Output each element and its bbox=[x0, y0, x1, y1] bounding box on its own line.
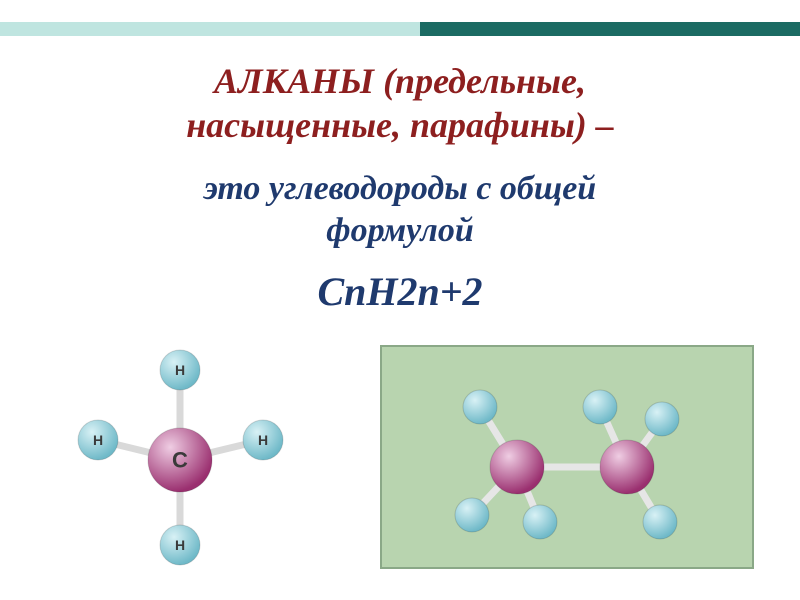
svg-text:H: H bbox=[175, 537, 185, 553]
svg-text:C: C bbox=[172, 448, 188, 473]
methane-diagram: H H H H C bbox=[60, 330, 300, 570]
subtitle-line-2: формулой bbox=[0, 212, 800, 250]
svg-text:H: H bbox=[93, 432, 103, 448]
stripe-light bbox=[0, 22, 420, 36]
formula: CnH2n+2 bbox=[0, 268, 800, 315]
ethane-diagram bbox=[380, 345, 754, 569]
svg-text:H: H bbox=[175, 362, 185, 378]
slide: АЛКАНЫ (предельные, насыщенные, парафины… bbox=[0, 0, 800, 600]
svg-text:H: H bbox=[258, 432, 268, 448]
subtitle-line-1: это углеводороды с общей bbox=[0, 170, 800, 208]
title-line-1: АЛКАНЫ (предельные, bbox=[0, 60, 800, 102]
title-line-2: насыщенные, парафины) – bbox=[0, 104, 800, 146]
stripe-dark bbox=[420, 22, 800, 36]
top-stripe bbox=[0, 22, 800, 36]
methane-atoms: H H H H C bbox=[78, 350, 283, 565]
